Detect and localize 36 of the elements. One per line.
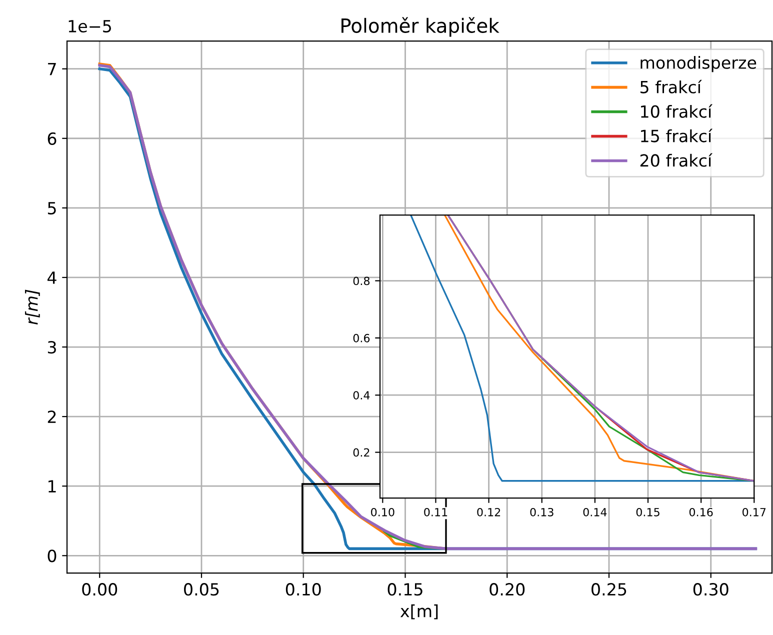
x-tick-label: 0.14: [583, 508, 607, 516]
y-tick-label: 0.4: [353, 391, 370, 400]
y-tick-label: 2: [48, 410, 56, 423]
legend-label: 20 frakcí: [640, 153, 713, 167]
y-tick-label: 7: [48, 63, 56, 76]
x-tick-label: 0.00: [82, 583, 118, 596]
y-tick-label: 0.8: [353, 276, 370, 286]
x-tick-label: 0.15: [388, 583, 422, 596]
x-tick-label: 0.15: [636, 508, 660, 516]
x-tick-label: 0.11: [424, 508, 448, 516]
legend-label: 15 frakcí: [641, 128, 713, 142]
x-tick-label: 0.12: [477, 508, 500, 516]
x-tick-label: 0.25: [592, 583, 626, 596]
chart-title: Poloměr kapiček: [342, 17, 500, 37]
y-tick-label: 4: [48, 272, 56, 284]
y-tick-label: 0: [48, 550, 56, 562]
x-tick-label: 0.17: [742, 508, 766, 516]
legend-label: 10 frakcí: [641, 104, 713, 118]
y-tick-label: 3: [48, 340, 56, 354]
y-tick-label: 6: [48, 132, 56, 145]
x-tick-label: 0.20: [490, 583, 525, 596]
x-tick-label: 0.30: [693, 583, 728, 596]
y-tick-label: 5: [48, 202, 56, 214]
y-axis-title: r[m]: [25, 290, 40, 324]
y-tick-label: 0.6: [353, 334, 370, 342]
x-tick-label: 0.16: [689, 508, 713, 516]
y-tick-label: 0.2: [353, 448, 370, 457]
x-tick-label: 0.10: [286, 583, 321, 596]
text: 1e−5: [68, 20, 111, 32]
legend-label: monodisperze: [640, 56, 756, 72]
x-tick-label: 0.05: [184, 583, 219, 596]
x-tick-label: 0.13: [530, 508, 554, 516]
x-axis-title: x[m]: [400, 604, 438, 620]
y-tick-label: 1: [48, 480, 56, 492]
legend-label: 5 frakcí: [640, 80, 702, 94]
x-tick-label: 0.10: [371, 508, 394, 516]
